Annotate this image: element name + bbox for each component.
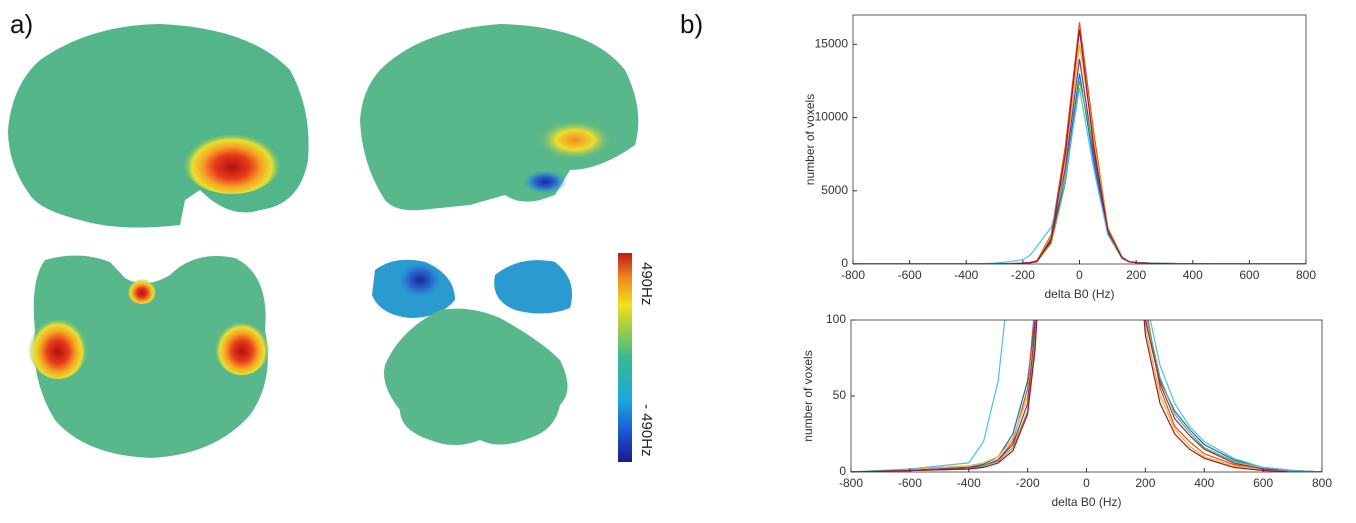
field-coldspot — [523, 170, 567, 194]
series-line — [853, 22, 1306, 264]
axes-box — [850, 319, 1323, 473]
series-line — [853, 29, 1306, 264]
series-line — [851, 320, 1322, 472]
y-tick-label: 15000 — [815, 36, 849, 50]
y-tick-label: 50 — [833, 388, 847, 402]
panel-label: b) — [680, 9, 703, 39]
brain-sagittal-1 — [8, 24, 309, 228]
x-tick-label: -200 — [1016, 476, 1040, 490]
y-axis-label: number of voxels — [801, 350, 815, 441]
series-line — [853, 73, 1306, 264]
series-line — [851, 320, 1322, 472]
brain-maps — [8, 24, 639, 458]
x-tick-label: 200 — [1126, 268, 1146, 282]
x-tick-label: 800 — [1296, 268, 1316, 282]
x-tick-label: 400 — [1194, 476, 1214, 490]
brain-axial-2-front-right — [494, 260, 573, 314]
field-hotspot — [127, 276, 157, 304]
field-hotspot — [214, 315, 270, 375]
series-line — [853, 88, 1306, 264]
x-tick-label: -600 — [898, 476, 922, 490]
x-tick-label: 800 — [1312, 476, 1332, 490]
y-tick-label: 0 — [839, 464, 846, 478]
series-line — [851, 320, 1322, 472]
colorbar-bottom-label: - 490Hz — [638, 404, 655, 457]
x-tick-label: -200 — [1011, 268, 1035, 282]
field-hotspot — [182, 126, 282, 194]
x-tick-label: -400 — [957, 476, 981, 490]
x-tick-label: -800 — [839, 476, 863, 490]
field-hotspot — [28, 311, 88, 379]
y-tick-label: 100 — [826, 312, 846, 326]
series-line — [851, 320, 1322, 472]
x-axis-label: delta B0 (Hz) — [1051, 495, 1121, 509]
series-line — [851, 320, 1322, 472]
x-tick-label: 0 — [1076, 268, 1083, 282]
field-hotspot — [537, 120, 613, 160]
x-tick-label: 0 — [1083, 476, 1090, 490]
y-tick-label: 0 — [841, 256, 848, 270]
series-line — [851, 320, 1322, 472]
brain-sagittal-2 — [360, 24, 639, 211]
x-tick-label: -400 — [954, 268, 978, 282]
x-tick-label: -800 — [841, 268, 865, 282]
panel-label: a) — [10, 9, 33, 39]
y-axis-label: number of voxels — [803, 94, 817, 185]
series-line — [853, 80, 1306, 264]
brain-axial-2 — [384, 308, 568, 445]
y-tick-label: 5000 — [821, 183, 848, 197]
series-line — [851, 320, 1322, 472]
x-tick-label: 200 — [1135, 476, 1155, 490]
x-tick-label: 400 — [1183, 268, 1203, 282]
plot-area — [853, 22, 1306, 264]
colorbar — [618, 253, 632, 462]
axes-box — [852, 14, 1307, 265]
x-tick-label: -600 — [898, 268, 922, 282]
colorbar-top-label: 490Hz — [638, 262, 655, 305]
plot-area — [851, 320, 1322, 472]
x-tick-label: 600 — [1239, 268, 1259, 282]
x-tick-label: 600 — [1253, 476, 1273, 490]
x-axis-label: delta B0 (Hz) — [1044, 287, 1114, 301]
field-coldspot — [395, 260, 445, 300]
brain-axial-1 — [33, 255, 268, 458]
y-tick-label: 10000 — [815, 110, 849, 124]
